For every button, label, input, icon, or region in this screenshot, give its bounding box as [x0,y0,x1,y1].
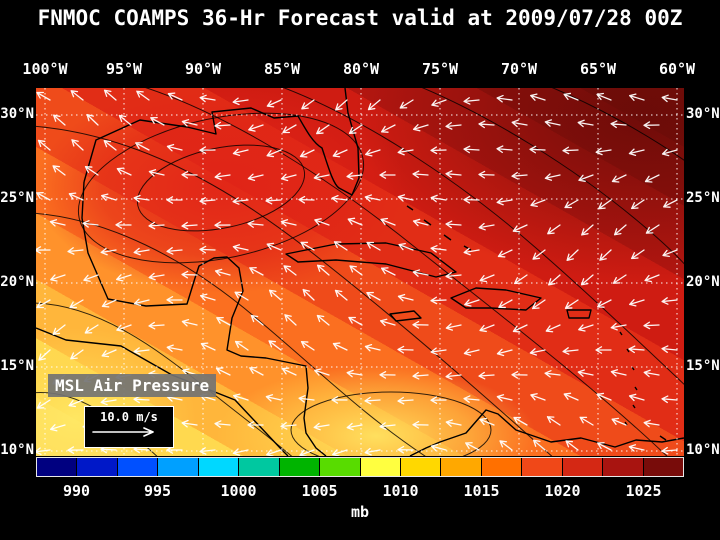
page-title: FNMOC COAMPS 36-Hr Forecast valid at 200… [37,6,683,30]
lon-tick-label: 100°W [22,60,68,78]
lon-tick-label: 60°W [658,60,696,78]
colorbar-tick-label: 1005 [301,482,338,500]
colorbar-segment [602,458,643,476]
lat-tick-label: 10°N [686,442,720,458]
colorbar-segment [561,458,603,476]
colorbar-segment [440,458,481,476]
colorbar-segment [399,458,441,476]
colorbar-segment [116,458,158,476]
lat-tick-label: 25°N [686,190,720,206]
colorbar-tick-label: 1015 [463,482,500,500]
colorbar-segment [238,458,279,476]
lon-tick-label: 85°W [263,60,301,78]
lat-tick-label: 15°N [686,358,720,374]
latitude-axis-right: 30°N 25°N 20°N 15°N 10°N [686,0,720,540]
colorbar-segment [37,458,77,476]
lon-tick-label: 80°W [342,60,380,78]
lon-tick-label: 70°W [500,60,538,78]
lat-tick-label: 20°N [0,274,34,290]
lat-tick-label: 15°N [0,358,34,374]
grid-lines [36,88,684,456]
pressure-map: MSL Air Pressure 10.0 m/s [36,88,684,456]
colorbar-segment [359,458,400,476]
lon-tick-label: 95°W [105,60,143,78]
lon-tick-label: 75°W [421,60,459,78]
colorbar-segment [76,458,117,476]
wind-scale-label: 10.0 m/s [100,410,158,424]
colorbar-segment [480,458,522,476]
colorbar-unit-label: mb [350,503,370,521]
wind-scale-arrow-icon [92,427,154,437]
lat-tick-label: 25°N [0,190,34,206]
colorbar-segment [157,458,198,476]
lat-tick-label: 20°N [686,274,720,290]
colorbar-tick-label: 990 [62,482,91,500]
pressure-field [36,88,684,456]
lat-tick-label: 30°N [686,106,720,122]
colorbar-tick-label: 995 [143,482,172,500]
pressure-field-plot [36,88,684,456]
colorbar-tick-label: 1000 [220,482,257,500]
field-label: MSL Air Pressure [48,374,217,397]
colorbar-segment [278,458,320,476]
lon-tick-label: 90°W [184,60,222,78]
colorbar-segment [319,458,360,476]
colorbar-segment [521,458,562,476]
lat-tick-label: 30°N [0,106,34,122]
colorbar-tick-label: 1025 [625,482,662,500]
wind-scale-legend: 10.0 m/s [84,406,174,448]
lon-tick-label: 65°W [579,60,617,78]
wind-arrows-layer [36,89,678,456]
colorbar-segment [197,458,239,476]
colorbar-ticks: 990 995 1000 1005 1010 1015 1020 1025 [36,482,684,500]
latitude-axis-left: 30°N 25°N 20°N 15°N 10°N [0,0,34,540]
lat-tick-label: 10°N [0,442,34,458]
colorbar [36,457,684,477]
colorbar-segment [642,458,683,476]
colorbar-tick-label: 1010 [382,482,419,500]
colorbar-tick-label: 1020 [544,482,581,500]
longitude-axis: 100°W 95°W 90°W 85°W 80°W 75°W 70°W 65°W 60°W [0,60,720,78]
